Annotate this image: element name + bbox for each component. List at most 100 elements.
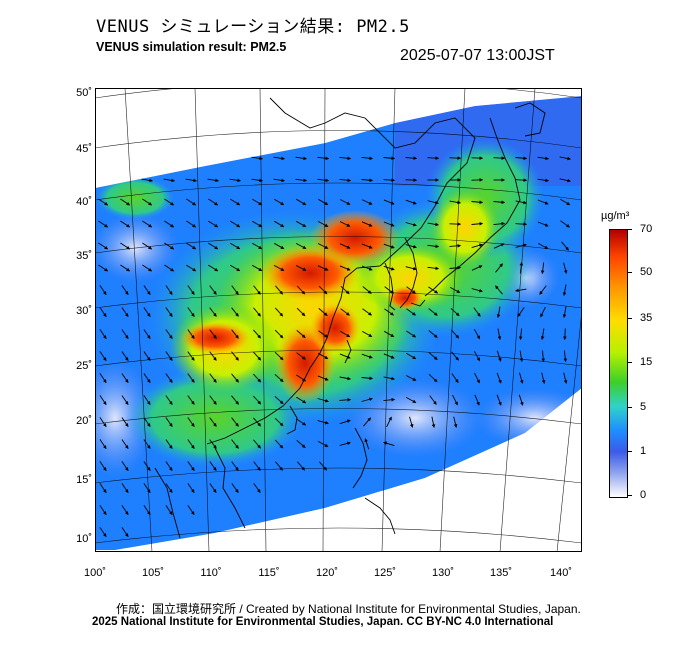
wind-arrow <box>383 441 395 447</box>
wind-arrow <box>253 307 261 317</box>
wind-arrow <box>406 352 417 360</box>
wind-arrow <box>231 439 239 449</box>
wind-arrow <box>362 308 372 316</box>
wind-arrow <box>517 307 525 317</box>
colorbar-label: 70 <box>640 223 653 235</box>
wind-arrow <box>274 439 284 449</box>
wind-arrow <box>406 308 416 316</box>
wind-arrow <box>383 397 396 402</box>
lon-label: 125˚ <box>373 567 397 579</box>
wind-arrow <box>339 376 351 381</box>
lat-label: 35˚ <box>76 250 92 262</box>
wind-arrow <box>99 505 107 516</box>
wind-arrow <box>143 461 151 471</box>
wind-arrow <box>471 200 484 205</box>
wind-arrow <box>165 483 173 493</box>
wind-arrow <box>207 178 219 183</box>
lon-label: 120˚ <box>315 567 339 579</box>
wind-arrow <box>405 199 417 205</box>
wind-arrow <box>473 350 481 362</box>
wind-arrow <box>295 220 307 228</box>
wind-arrow <box>363 417 371 427</box>
wind-arrow <box>165 285 173 295</box>
wind-arrow <box>537 199 549 205</box>
wind-arrow <box>451 373 459 383</box>
wind-arrow <box>165 307 173 317</box>
wind-arrow <box>493 221 506 226</box>
wind-arrow <box>251 178 263 183</box>
wind-arrow <box>340 285 350 295</box>
wind-arrow <box>541 350 546 363</box>
wind-arrow <box>164 198 175 206</box>
wind-arrow <box>253 483 261 493</box>
wind-arrow <box>120 198 131 206</box>
wind-arrow <box>405 397 417 403</box>
pm25-map <box>95 88 582 552</box>
wind-arrow <box>274 329 284 339</box>
wind-arrow <box>405 244 417 249</box>
graticule <box>95 88 582 552</box>
wind-arrow <box>273 178 285 183</box>
wind-arrow <box>317 398 329 403</box>
wind-arrow <box>187 417 195 427</box>
wind-arrow <box>121 307 129 317</box>
wind-arrow <box>209 439 217 449</box>
wind-arrow <box>496 306 501 318</box>
wind-arrow <box>317 243 329 249</box>
wind-arrow <box>295 265 307 271</box>
wind-arrow <box>384 308 394 316</box>
wind-arrow <box>537 243 549 249</box>
wind-arrow <box>496 394 502 406</box>
wind-arrow <box>252 373 262 383</box>
wind-arrow <box>296 330 306 338</box>
wind-arrow <box>515 156 528 161</box>
lon-label: 135˚ <box>489 567 513 579</box>
wind-arrow <box>540 306 546 318</box>
wind-arrow <box>273 156 285 161</box>
wind-arrow <box>297 461 305 471</box>
wind-arrow <box>209 373 217 383</box>
wind-arrow <box>361 376 374 381</box>
wind-arrow <box>253 461 261 471</box>
wind-arrow <box>383 353 395 359</box>
wind-arrow <box>474 372 480 384</box>
wind-arrow <box>252 351 262 361</box>
wind-arrow <box>187 395 195 405</box>
wind-arrow <box>99 483 107 494</box>
wind-arrow <box>164 264 175 272</box>
colorbar <box>609 229 628 498</box>
wind-arrow <box>317 156 330 161</box>
wind-arrow <box>496 350 502 362</box>
wind-arrow <box>428 330 438 338</box>
wind-arrow <box>409 416 414 428</box>
lat-label: 45˚ <box>76 143 92 155</box>
wind-arrow <box>361 265 373 271</box>
wind-arrow <box>165 373 173 383</box>
wind-arrow <box>230 264 241 272</box>
wind-arrow <box>99 461 107 472</box>
wind-arrow <box>340 330 351 338</box>
wind-arrow <box>361 243 373 249</box>
wind-arrow <box>383 376 395 381</box>
wind-arrow <box>515 200 527 205</box>
wind-arrow <box>563 350 568 363</box>
wind-arrow <box>317 420 329 425</box>
wind-arrow <box>449 244 462 248</box>
wind-arrow <box>121 329 129 339</box>
wind-arrow <box>99 417 107 428</box>
wind-arrow <box>165 395 173 405</box>
wind-arrow <box>187 285 195 295</box>
wind-arrow <box>208 198 219 206</box>
wind-arrow <box>318 308 328 316</box>
wind-arrow <box>361 397 373 402</box>
wind-arrow <box>165 439 173 449</box>
wind-arrow <box>405 222 417 227</box>
wind-arrow <box>449 287 461 293</box>
wind-arrow <box>99 351 107 362</box>
wind-arrow <box>165 329 173 339</box>
wind-arrow <box>428 373 438 383</box>
colorbar-label: 0 <box>640 489 647 501</box>
wind-arrow <box>519 372 524 384</box>
wind-arrow <box>515 243 527 248</box>
wind-arrow <box>295 198 307 206</box>
